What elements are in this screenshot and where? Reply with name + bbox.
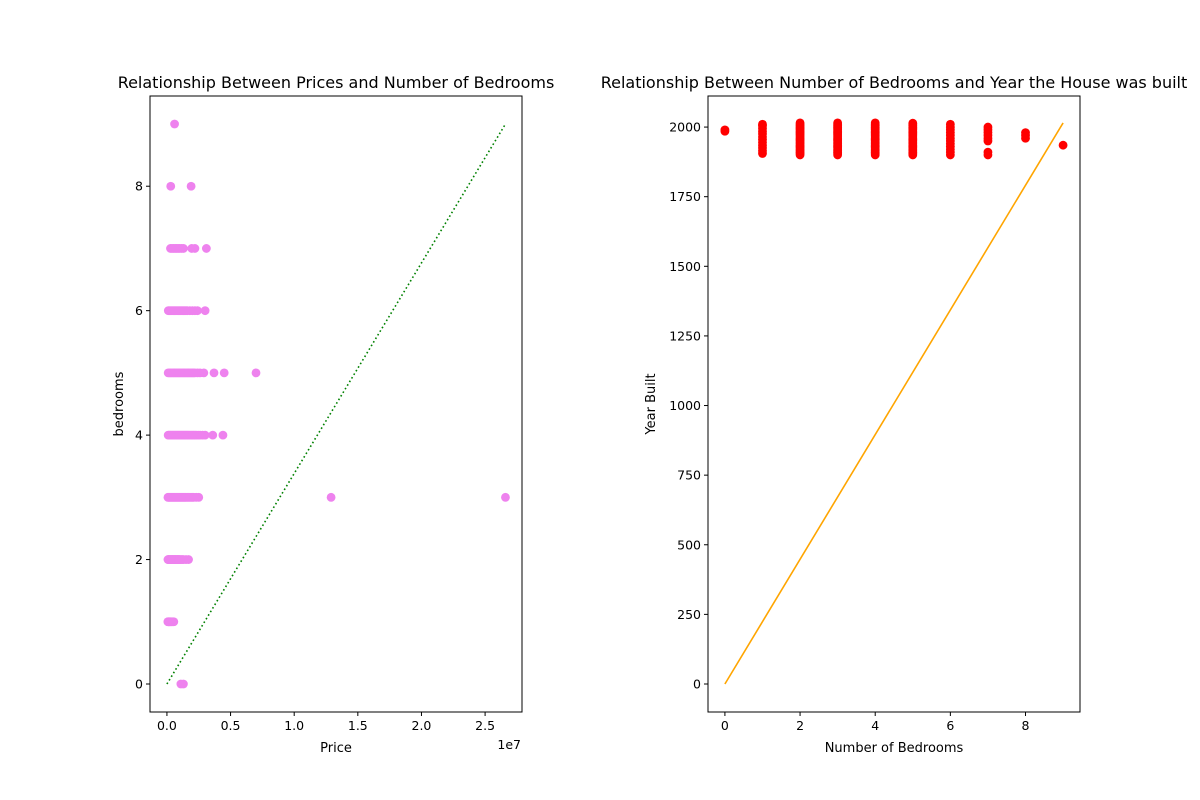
x-tick-label: 1.0 [284, 718, 304, 733]
scatter-point [208, 430, 218, 440]
scatter-point [186, 181, 196, 191]
scatter-point [179, 679, 188, 689]
scatter-point [190, 244, 200, 253]
scatter-point [200, 306, 210, 316]
chart-title: Relationship Between Prices and Number o… [118, 73, 555, 92]
y-tick-label: 1250 [669, 328, 701, 343]
y-tick-label: 250 [677, 607, 701, 622]
x-tick-label: 2 [796, 718, 804, 733]
scatter-point [179, 244, 188, 253]
scatter-point [833, 118, 843, 128]
scatter-point [870, 118, 880, 128]
y-tick-label: 1000 [669, 398, 701, 413]
y-tick-label: 500 [677, 537, 701, 552]
bedrooms-yearbuilt-chart: Relationship Between Number of Bedrooms … [601, 73, 1188, 756]
x-tick-label: 0.0 [157, 718, 177, 733]
y-axis-label: bedrooms [112, 371, 127, 436]
scatter-point [795, 118, 805, 128]
x-tick-label: 0.5 [221, 718, 241, 733]
y-tick-label: 0 [693, 676, 701, 691]
scatter-points [720, 118, 1068, 160]
scatter-point [908, 118, 918, 128]
y-tick-label: 750 [677, 468, 701, 483]
scatter-point [720, 125, 730, 135]
axes-frame [707, 95, 1081, 713]
scatter-point [194, 492, 204, 502]
plot-area: 0 2 4 6 8 0 250 500 750 1000 1250 1500 1750 2000 [669, 95, 1081, 733]
x-axis-label: Number of Bedrooms [825, 741, 964, 756]
scatter-point [983, 147, 993, 157]
y-tick-label: 6 [135, 303, 143, 318]
y-tick-label: 0 [135, 677, 143, 692]
scatter-point [209, 368, 219, 378]
scatter-point [218, 430, 228, 440]
y-tick-label: 4 [135, 428, 143, 443]
y-tick-label: 1500 [669, 259, 701, 274]
scatter-point [1021, 128, 1030, 138]
scatter-points [163, 119, 510, 689]
scatter-point [193, 306, 202, 316]
x-tick-label: 4 [871, 718, 879, 733]
price-bedrooms-chart: Relationship Between Prices and Number o… [112, 73, 554, 756]
scatter-point [169, 617, 179, 627]
axes-frame [149, 95, 523, 713]
x-axis-ticks: 0.0 0.5 1.0 1.5 2.0 2.5 [157, 712, 495, 733]
scatter-point [170, 119, 179, 129]
x-tick-label: 2.5 [475, 718, 495, 733]
scatter-point [200, 430, 210, 440]
x-tick-label: 6 [946, 718, 954, 733]
scatter-point [199, 368, 209, 378]
plot-area: 0.0 0.5 1.0 1.5 2.0 2.5 0 2 4 6 8 [135, 95, 523, 733]
scatter-point [1058, 140, 1068, 150]
scatter-point [758, 119, 767, 129]
x-tick-label: 0 [721, 718, 729, 733]
x-tick-label: 1.5 [348, 718, 368, 733]
x-tick-label: 2.0 [412, 718, 432, 733]
scatter-point [945, 119, 955, 129]
scatter-point [251, 368, 261, 378]
y-axis-ticks: 0 250 500 750 1000 1250 1500 1750 2000 [669, 120, 708, 691]
y-tick-label: 2 [135, 552, 143, 567]
scatter-point [326, 492, 336, 502]
x-axis-ticks: 0 2 4 6 8 [721, 712, 1030, 733]
scatter-point [166, 181, 176, 191]
y-tick-label: 1750 [669, 189, 701, 204]
y-axis-ticks: 0 2 4 6 8 [135, 179, 150, 692]
x-axis-offset-text: 1e7 [497, 737, 521, 752]
trend-line [724, 122, 1064, 685]
y-tick-label: 2000 [669, 120, 701, 135]
x-tick-label: 8 [1022, 718, 1030, 733]
scatter-point [501, 492, 510, 502]
scatter-point [983, 122, 993, 132]
scatter-point [219, 368, 229, 378]
scatter-point [184, 555, 193, 564]
scatter-point [201, 244, 211, 253]
y-axis-label: Year Built [644, 373, 659, 435]
chart-title: Relationship Between Number of Bedrooms … [601, 73, 1188, 92]
y-tick-label: 8 [135, 179, 143, 194]
x-axis-label: Price [320, 741, 352, 756]
